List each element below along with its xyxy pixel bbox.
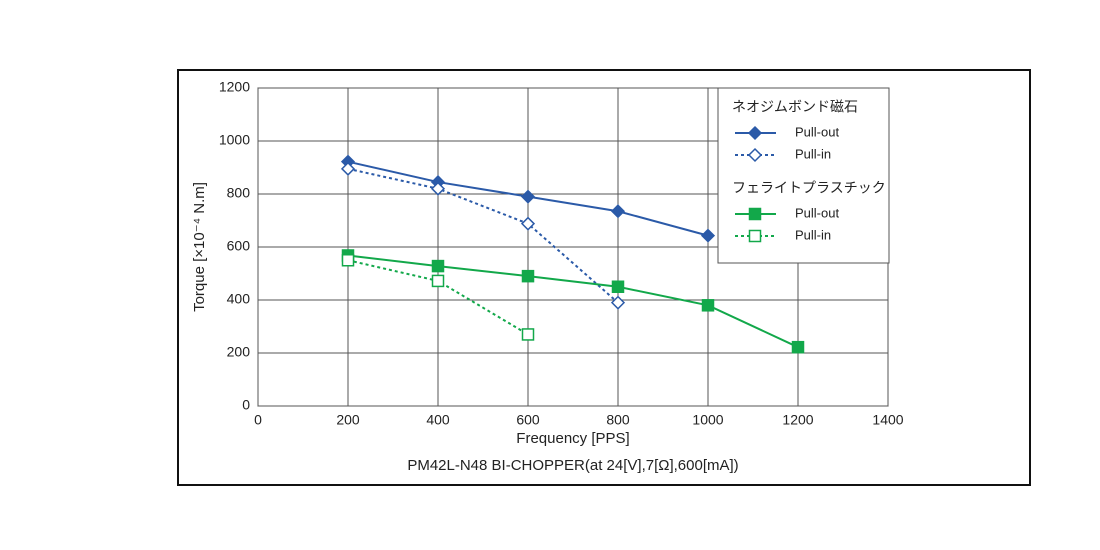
x-tick-label: 1000 [692, 412, 723, 428]
y-tick-label: 1200 [219, 79, 250, 95]
series-line [347, 254, 799, 349]
marker [791, 340, 805, 354]
y-axis-label: Torque [×10⁻⁴ N.m] [191, 182, 208, 312]
y-tick-label: 200 [227, 344, 251, 360]
marker [341, 254, 355, 267]
marker [701, 299, 715, 312]
marker [521, 269, 535, 283]
y-tick-label: 800 [227, 185, 251, 201]
marker [340, 161, 356, 176]
marker [700, 228, 716, 243]
x-tick-label: 200 [336, 412, 360, 428]
marker [748, 207, 762, 221]
y-tick-label: 400 [227, 291, 251, 307]
legend-title: フェライトプラスチック [732, 180, 886, 196]
legend-label: Pull-in [795, 146, 831, 161]
chart-title: PM42L-N48 BI-CHOPPER(at 24[V],7[Ω],600[m… [407, 457, 738, 474]
legend-title: ネオジムボンド磁石 [732, 99, 858, 115]
x-tick-label: 800 [606, 412, 630, 428]
marker [610, 204, 626, 219]
y-tick-label: 0 [242, 397, 250, 413]
legend-box [717, 87, 890, 264]
y-tick-label: 1000 [219, 132, 250, 148]
marker [747, 147, 763, 163]
marker [611, 280, 625, 293]
x-tick-label: 400 [426, 412, 450, 428]
marker [430, 181, 446, 196]
x-tick-label: 1200 [782, 412, 813, 428]
marker [521, 328, 535, 341]
x-tick-label: 1400 [872, 412, 903, 428]
x-tick-label: 0 [254, 412, 262, 428]
x-tick-label: 600 [516, 412, 540, 428]
marker [748, 229, 762, 243]
legend: ネオジムボンド磁石 Pull-out Pull-in フェライトプラスチック Pull-… [717, 87, 890, 264]
marker [610, 295, 626, 310]
y-tick-label: 600 [227, 238, 251, 254]
series-line [347, 167, 619, 304]
marker [520, 189, 536, 204]
marker [431, 274, 445, 288]
marker [747, 125, 763, 141]
legend-label: Pull-in [795, 227, 831, 242]
legend-label: Pull-out [795, 205, 839, 220]
marker [520, 216, 536, 231]
x-axis-label: Frequency [PPS] [516, 430, 629, 447]
marker [431, 259, 445, 273]
legend-label: Pull-out [795, 124, 839, 139]
